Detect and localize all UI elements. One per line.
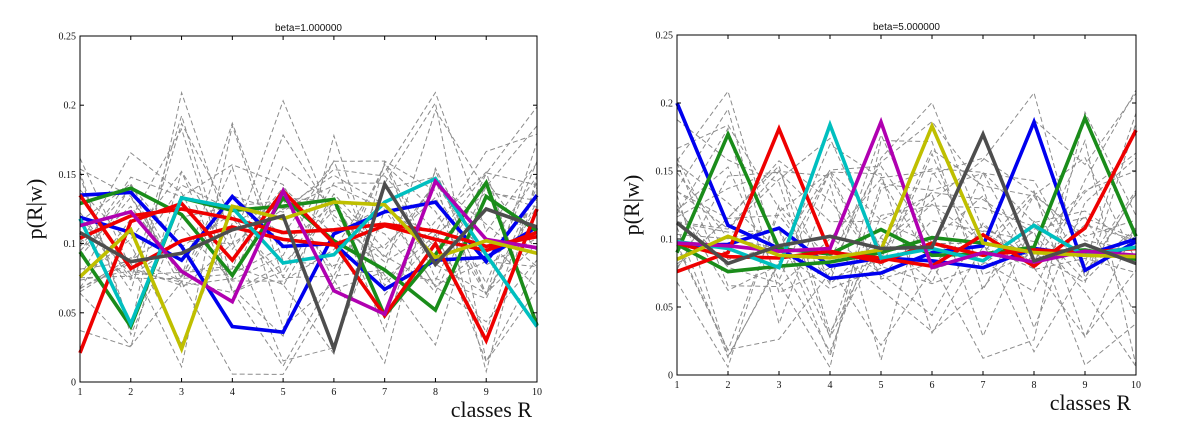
x-tick-label: 6 <box>331 387 336 398</box>
x-tick-label: 8 <box>1032 380 1037 391</box>
x-tick-label: 6 <box>930 380 935 391</box>
series-line-7 <box>676 119 1137 270</box>
y-axis-label: p(R|w) <box>619 175 644 236</box>
background-trace <box>79 114 538 326</box>
x-tick-label: 1 <box>675 380 680 391</box>
x-tick-label: 9 <box>1083 380 1088 391</box>
series-line-11 <box>79 179 538 355</box>
y-tick-label: 0 <box>71 378 76 389</box>
background-trace <box>676 148 1137 280</box>
chart-panel-1: 1 2 3 4 5 6 7 8 9 10 0 0.05 0.1 0.15 0.2 0.25 beta=1.000… <box>22 23 542 422</box>
chart-panel-2: 1 2 3 4 5 6 7 8 9 10 0 0.05 0.1 0.15 0.2 0.25 beta=5.000… <box>619 22 1141 415</box>
background-trace <box>79 181 538 287</box>
y-tick-label: 0.1 <box>64 239 77 250</box>
series-line-2 <box>79 193 538 292</box>
background-trace <box>676 140 1137 369</box>
y-tick-label: 0.25 <box>656 31 674 42</box>
x-tick-label: 2 <box>726 380 731 391</box>
x-tick-label: 2 <box>128 387 133 398</box>
y-tick-label: 0.05 <box>59 308 77 319</box>
y-tick-label: 0.25 <box>59 32 77 43</box>
background-trace <box>676 90 1137 333</box>
series-line-8 <box>78 176 539 329</box>
plot-frame <box>79 35 538 383</box>
background-trace <box>676 110 1137 359</box>
y-tick-label: 0.2 <box>64 101 77 112</box>
x-tick-label: 3 <box>777 380 782 391</box>
x-tick-label: 5 <box>879 380 884 391</box>
background-trace <box>79 133 538 286</box>
background-trace <box>79 133 538 277</box>
series-line-10 <box>78 200 538 354</box>
background-trace <box>79 157 538 347</box>
background-trace <box>676 91 1137 339</box>
background-trace <box>79 106 538 375</box>
series-line-10 <box>675 129 1137 266</box>
x-tick-label: 1 <box>78 387 83 398</box>
chart-title: beta=5.000000 <box>873 22 940 33</box>
series-line-8 <box>676 116 1137 270</box>
plot-frame <box>676 34 1137 376</box>
y-tick-label: 0.15 <box>656 167 674 178</box>
background-dashed-traces <box>676 89 1137 369</box>
y-axis-label: p(R|w) <box>22 179 47 240</box>
x-tick-label: 7 <box>382 387 387 398</box>
series-line-5 <box>676 124 1138 274</box>
y-tick-label: 0.05 <box>656 303 674 314</box>
x-tick-label: 8 <box>433 387 438 398</box>
background-trace <box>79 109 538 369</box>
y-tick-label: 0.1 <box>661 235 674 246</box>
y-tick-label: 0.2 <box>661 99 674 110</box>
x-axis-label: classes R <box>451 397 533 422</box>
x-tick-label: 4 <box>828 380 833 391</box>
x-tick-label: 3 <box>179 387 184 398</box>
x-tick-label: 7 <box>981 380 986 391</box>
background-trace <box>79 191 538 281</box>
background-trace <box>79 122 538 292</box>
x-tick-label: 10 <box>1131 380 1141 391</box>
x-tick-label: 4 <box>230 387 235 398</box>
background-trace <box>676 107 1137 347</box>
background-trace <box>79 174 538 288</box>
background-trace <box>676 205 1137 359</box>
background-trace <box>676 93 1137 270</box>
x-tick-label: 5 <box>281 387 286 398</box>
background-trace <box>676 120 1137 369</box>
y-tick-label: 0.15 <box>59 170 77 181</box>
x-axis-label: classes R <box>1050 390 1132 415</box>
background-trace <box>676 137 1137 353</box>
x-tick-label: 10 <box>532 387 542 398</box>
background-trace <box>676 101 1137 351</box>
background-trace <box>79 170 538 374</box>
background-trace <box>79 99 538 363</box>
series-line-9 <box>79 177 538 317</box>
background-trace <box>676 143 1137 358</box>
chart-title: beta=1.000000 <box>275 23 342 34</box>
background-trace <box>676 168 1137 358</box>
y-tick-label: 0 <box>668 371 673 382</box>
background-trace <box>676 157 1137 338</box>
x-tick-label: 9 <box>484 387 489 398</box>
